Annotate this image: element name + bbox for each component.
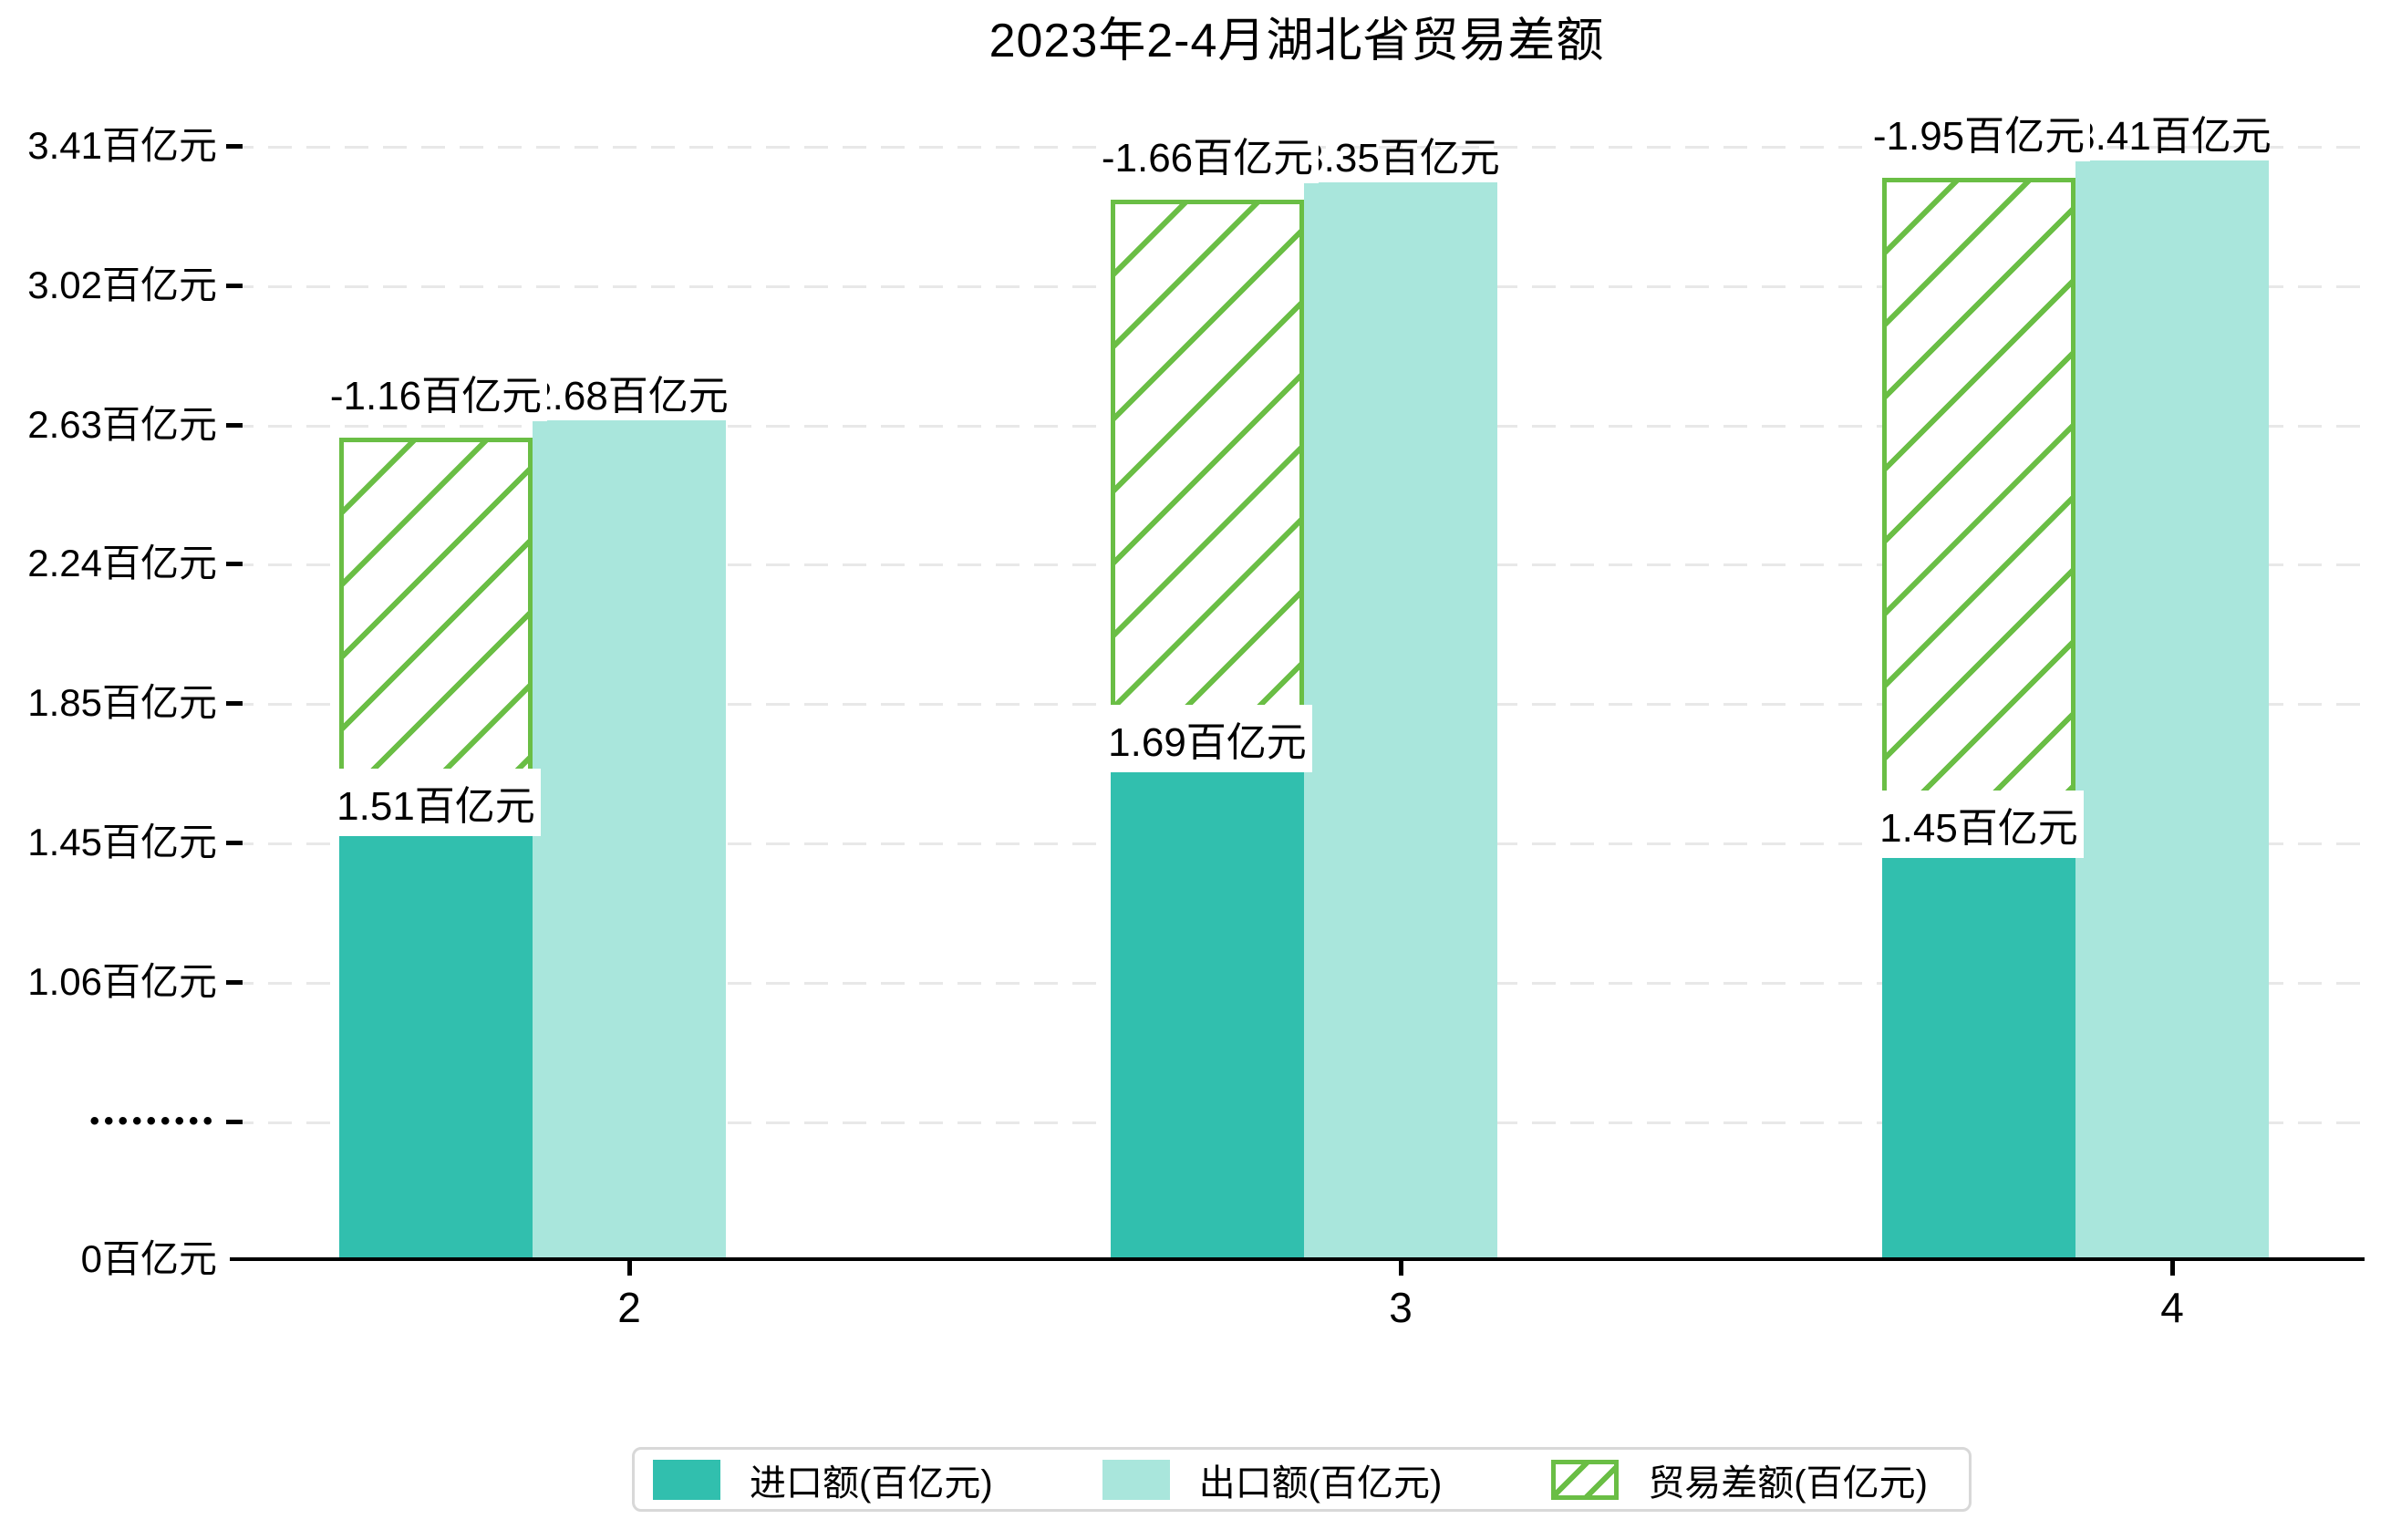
- x-tick-label-month-3: 3: [1389, 1284, 1413, 1331]
- label-export-month-3: 3.35百亿元: [1301, 136, 1500, 181]
- x-tick-mark: [1399, 1261, 1403, 1276]
- x-tick-label-month-4: 4: [2160, 1284, 2184, 1331]
- legend-label-export: 出口额(百亿元): [1198, 1462, 1443, 1504]
- y-axis-break-marker: •••••••••: [89, 1106, 217, 1136]
- x-tick-mark: [627, 1261, 632, 1276]
- legend: 进口额(百亿元) 出口额(百亿元) 贸易差额(百亿元): [632, 1447, 1972, 1512]
- bar-export-month-4: [2075, 160, 2269, 1259]
- trade-balance-hatch-swatch-icon: [1551, 1459, 1620, 1500]
- x-axis-line: [230, 1257, 2365, 1261]
- y-tick-mark: [226, 701, 243, 706]
- y-tick-label: 3.41百亿元: [27, 124, 217, 167]
- y-tick-label: 2.24百亿元: [27, 542, 217, 584]
- label-import-month-3: 1.69百亿元: [1102, 705, 1312, 772]
- x-tick-label-month-2: 2: [617, 1284, 641, 1331]
- bar-import-month-3: [1111, 772, 1304, 1259]
- legend-label-trade-balance: 贸易差额(百亿元): [1648, 1462, 1928, 1504]
- y-tick-mark: [226, 841, 243, 845]
- legend-item-import: 进口额(百亿元): [653, 1453, 993, 1506]
- legend-item-trade-balance: 贸易差额(百亿元): [1551, 1453, 1928, 1506]
- y-tick-label: 1.85百亿元: [27, 681, 217, 724]
- y-tick-mark: [226, 980, 243, 985]
- label-export-month-2: 2.68百亿元: [530, 374, 729, 419]
- label-trade-balance-month-2: -1.16百亿元: [325, 363, 547, 421]
- bar-trade-balance-month-4: [1882, 178, 2075, 858]
- label-export-month-4: 3.41百亿元: [2073, 114, 2272, 159]
- y-tick-mark: [226, 562, 243, 566]
- bar-trade-balance-month-3: [1111, 200, 1304, 772]
- import-swatch-icon: [653, 1459, 720, 1500]
- y-tick-label: 1.06百亿元: [27, 960, 217, 1003]
- bar-import-month-2: [339, 836, 533, 1259]
- legend-item-export: 出口额(百亿元): [1102, 1453, 1443, 1506]
- label-trade-balance-month-4: -1.95百亿元: [1868, 103, 2090, 161]
- y-tick-mark: [226, 144, 243, 149]
- y-tick-label: 3.02百亿元: [27, 264, 217, 306]
- y-tick-label: 0百亿元: [80, 1237, 217, 1280]
- chart-title: 2023年2-4月湖北省贸易差额: [988, 15, 1605, 67]
- bar-export-month-3: [1304, 182, 1497, 1259]
- export-swatch-icon: [1102, 1459, 1170, 1500]
- y-tick-label: 1.45百亿元: [27, 821, 217, 863]
- y-tick-mark: [226, 1120, 243, 1124]
- label-import-month-4: 1.45百亿元: [1874, 791, 2084, 858]
- y-tick-mark: [226, 284, 243, 288]
- label-import-month-2: 1.51百亿元: [331, 769, 541, 836]
- bar-import-month-4: [1882, 858, 2075, 1259]
- y-tick-label: 2.63百亿元: [27, 403, 217, 446]
- legend-label-import: 进口额(百亿元): [750, 1462, 993, 1504]
- x-tick-mark: [2170, 1261, 2175, 1276]
- y-tick-mark: [226, 423, 243, 428]
- label-trade-balance-month-3: -1.66百亿元: [1096, 125, 1319, 183]
- bar-export-month-2: [533, 420, 726, 1259]
